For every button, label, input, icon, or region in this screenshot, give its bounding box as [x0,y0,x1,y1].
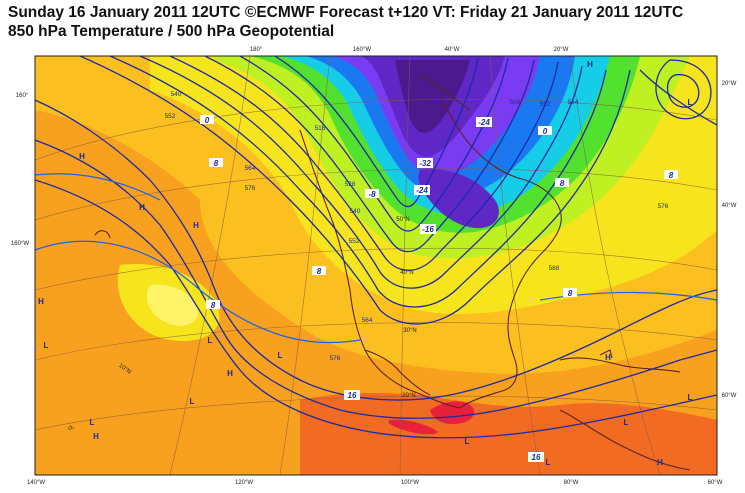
lat-label-right: 20°W [722,81,737,87]
temp-label: 8 [206,300,220,310]
geo-label: 516 [315,125,326,132]
temp-label: 16 [344,390,360,400]
temp-tongue-purple [418,169,499,229]
geo-label: 552 [165,113,176,120]
lat-label-left: 160°W [11,241,29,247]
low-pressure-center: L [465,437,470,446]
lat-label: 40°N [400,270,413,276]
low-pressure-center: L [208,336,213,345]
temp-label: -24 [476,117,492,127]
temp-pocket-light-yellow [146,284,199,326]
low-pressure-center: L [44,341,49,350]
svg-text:8: 8 [211,301,216,310]
geo-label: 576 [245,185,256,192]
lat-label-right: 40°W [722,203,737,209]
geo-label: 540 [171,91,182,98]
lon-label-bottom: 140°W [27,480,45,486]
svg-text:0: 0 [543,127,548,136]
temp-label: 8 [312,266,326,276]
geo-label: 540 [350,208,361,215]
lon-label-top: 160°W [353,47,371,53]
frame-coordinate-labels: 180° 160°W 40°W 20°W 140°W 120°W 100°W 8… [11,47,737,486]
lat-label: 20°N [402,393,415,399]
low-pressure-center: L [278,351,283,360]
svg-text:-16: -16 [422,225,434,234]
high-pressure-center: H [193,221,199,230]
high-pressure-center: H [93,432,99,441]
high-pressure-center: H [79,152,85,161]
low-pressure-center: L [624,418,629,427]
geo-label: 576 [330,355,341,362]
low-pressure-center: L [190,397,195,406]
pressure-centers: H H H H H H H H H L L L L L L L L L L [38,60,692,467]
svg-text:16: 16 [532,453,541,462]
svg-text:-24: -24 [416,186,428,195]
svg-text:-24: -24 [478,118,490,127]
geo-label: 552 [540,101,551,108]
temp-label: -32 [417,158,433,168]
geopotential-labels: 540 552 564 576 516 528 540 552 564 576 … [165,91,669,362]
geo-label: 552 [349,238,360,245]
geo-label: 564 [362,317,373,324]
geopotential-contours [35,56,717,439]
geo-label: 528 [345,181,356,188]
lon-label-bottom: 80°W [564,480,579,486]
high-pressure-center: H [227,369,233,378]
svg-text:8: 8 [568,289,573,298]
lon-label-bottom: 60°W [708,480,723,486]
temp-label: 8 [209,158,223,168]
low-pressure-center: L [688,393,693,402]
temp-label: -8 [365,189,379,199]
geo-label: 588 [549,265,560,272]
high-pressure-center: H [605,353,611,362]
temp-label: -24 [414,185,430,195]
temp-label: -16 [420,224,436,234]
svg-text:16: 16 [348,391,357,400]
high-pressure-center: H [657,458,663,467]
lat-label-left: 160° [16,93,29,99]
isotherms [35,173,717,344]
svg-text:8: 8 [214,159,219,168]
temp-band-core [395,60,470,133]
svg-text:0: 0 [205,116,210,125]
geo-label: 564 [568,99,579,106]
svg-text:8: 8 [669,171,674,180]
low-pressure-center: L [546,458,551,467]
high-pressure-center: H [38,297,44,306]
temp-label: 8 [555,178,569,188]
lon-label-top: 180° [250,47,263,53]
svg-text:-32: -32 [419,159,431,168]
temperature-field [35,56,717,475]
map-title: Sunday 16 January 2011 12UTC ©ECMWF Fore… [8,4,684,21]
temperature-labels: 0 8 -8 -32 -24 -24 -16 8 8 8 8 16 16 8 0 [200,115,678,462]
lon-label-top: 20°W [554,47,569,53]
high-pressure-center: H [587,60,593,69]
map-frame [34,55,718,476]
lon-label-top: 40°W [445,47,460,53]
svg-text:-8: -8 [368,190,376,199]
lat-label: 50°N [396,217,409,223]
lat-label: 30°N [403,328,416,334]
temp-label: 0 [538,126,552,136]
lon-label-bottom: 120°W [235,480,253,486]
lat-label: 0° [66,425,75,434]
geo-label: 564 [245,165,256,172]
temp-label: 8 [664,170,678,180]
low-pressure-center: L [90,418,95,427]
geo-label: 588 [510,99,521,106]
high-pressure-center: H [139,203,145,212]
low-pressure-center: L [688,98,693,107]
temp-label: 8 [563,288,577,298]
lat-label-right: 60°W [722,393,737,399]
lon-label-bottom: 100°W [401,480,419,486]
temp-label: 16 [528,452,544,462]
temp-patch-red [430,401,475,425]
map-subtitle: 850 hPa Temperature / 500 hPa Geopotenti… [8,23,335,40]
svg-text:8: 8 [560,179,565,188]
svg-text:8: 8 [317,267,322,276]
temp-label: 0 [200,115,214,125]
geo-label: 576 [658,203,669,210]
